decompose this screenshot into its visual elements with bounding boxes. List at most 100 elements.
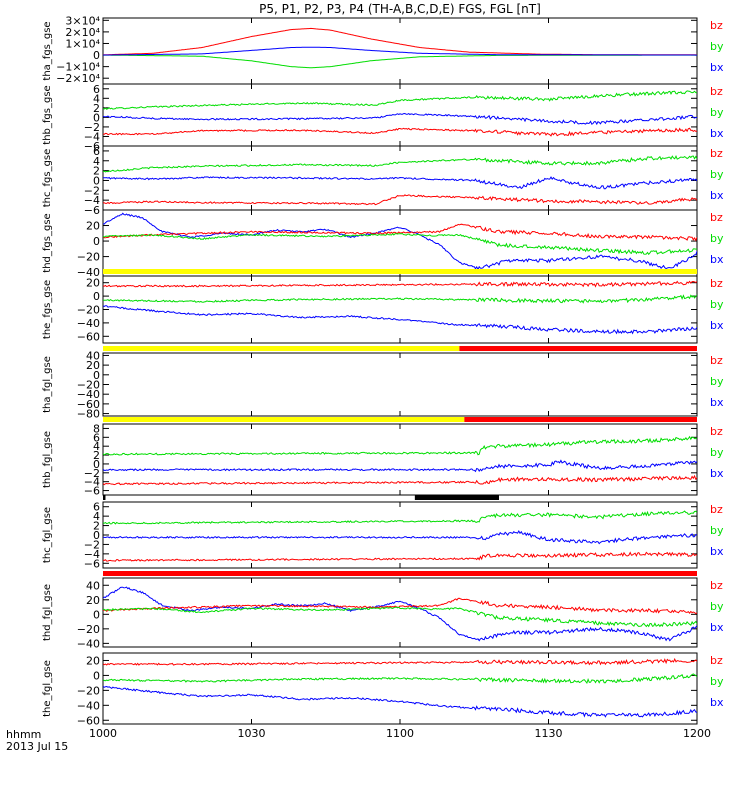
legend-by: by [710, 168, 724, 181]
legend-bz: bz [710, 354, 723, 367]
panel-9: 40 200 −20−40 thd_fgl_gse bz by bx [42, 571, 724, 650]
series-line-bz [103, 280, 697, 288]
legend-bx: bx [710, 545, 724, 558]
y-tick-label: 0 [93, 608, 100, 621]
series-line-bz [103, 27, 697, 56]
legend-bx: bx [710, 253, 724, 266]
status-bar-segment [459, 346, 697, 351]
series-line-bx [103, 586, 697, 642]
y-tick-label: −6 [84, 485, 100, 498]
y-tick-label: 2 [93, 449, 100, 462]
y-tick-label: −4 [84, 130, 100, 143]
legend-bz: bz [710, 19, 723, 32]
y-tick-label: 20 [86, 359, 100, 372]
status-bar-segment [103, 417, 465, 422]
legend-bx: bx [710, 396, 724, 409]
y-tick-label: 4 [93, 92, 100, 105]
series-line-by [103, 154, 697, 173]
y-axis-label: tha_fgl_gse [42, 356, 53, 413]
y-tick-label: 20 [86, 220, 100, 233]
series-group [103, 586, 697, 642]
y-tick-label: −6 [84, 204, 100, 217]
y-tick-label: −20 [77, 684, 100, 697]
y-tick-label: −60 [77, 398, 100, 411]
y-tick-label: 0 [93, 458, 100, 471]
y-tick-label: −40 [77, 317, 100, 330]
series-line-by [103, 54, 697, 69]
y-tick-label: −4 [84, 476, 100, 489]
series-line-bx [103, 46, 697, 56]
y-tick-label: 2 [93, 102, 100, 115]
y-tick-label: −20 [77, 379, 100, 392]
status-bar-segment [103, 571, 697, 576]
legend-bz: bz [710, 85, 723, 98]
y-tick-label: −2 [84, 184, 100, 197]
legend-bz: bz [710, 277, 723, 290]
y-tick-label: 2×10⁴ [65, 26, 100, 39]
y-tick-label: 0 [93, 174, 100, 187]
series-line-bx [103, 685, 697, 718]
y-tick-label: 0 [93, 669, 100, 682]
y-tick-label: 8 [93, 422, 100, 435]
series-group [103, 90, 697, 137]
legend-bz: bz [710, 579, 723, 592]
x-axis: 1000 1030 1100 1130 1200 [89, 727, 711, 740]
series-line-bx [103, 459, 697, 473]
series-line-by [103, 232, 697, 256]
y-tick-label: 6 [93, 145, 100, 158]
y-tick-label: −2 [84, 467, 100, 480]
y-tick-label: −20 [77, 304, 100, 317]
x-tick-label: 1030 [238, 727, 266, 740]
legend-by: by [710, 524, 724, 537]
y-tick-label: −20 [77, 623, 100, 636]
series-line-bz [103, 223, 697, 242]
legend-bx: bx [710, 61, 724, 74]
x-tick-label: 1100 [386, 727, 414, 740]
panel-frame [102, 352, 698, 417]
legend-bz: bz [710, 425, 723, 438]
series-line-by [103, 294, 697, 304]
series-line-bz [103, 127, 697, 137]
y-tick-label: −60 [77, 714, 100, 727]
x-tick-label: 1200 [683, 727, 711, 740]
legend-bx: bx [710, 319, 724, 332]
series-group [103, 154, 697, 206]
status-bar-segment [464, 417, 697, 422]
series-line-bz [103, 657, 697, 666]
y-tick-label: −80 [77, 408, 100, 421]
status-bar-segment [103, 495, 106, 500]
series-group [103, 27, 697, 69]
y-axis-label: thd_fgl_gse [42, 584, 53, 641]
series-group [103, 510, 697, 562]
panel-10: 20 0 −20 −40 −60 the_fgl_gse bz by bx [42, 652, 724, 727]
series-line-bx [103, 176, 697, 190]
y-axis-label: thc_fgl_gse [42, 507, 53, 563]
series-line-by [103, 90, 697, 110]
series-group [103, 657, 697, 718]
series-group [103, 435, 697, 486]
series-group [103, 280, 697, 335]
series-line-by [103, 510, 697, 525]
legend-by: by [710, 375, 724, 388]
y-tick-label: 0 [93, 529, 100, 542]
legend-by: by [710, 600, 724, 613]
series-line-by [103, 606, 697, 628]
legend-bx: bx [710, 696, 724, 709]
y-axis-label: the_fgl_gse [42, 660, 53, 717]
series-line-bz [103, 474, 697, 486]
y-tick-label: 6 [93, 431, 100, 444]
legend-by: by [710, 40, 724, 53]
y-tick-label: 3×10⁴ [65, 14, 100, 27]
y-tick-label: −40 [77, 266, 100, 279]
y-axis-label: tha_fgs_gse [42, 21, 53, 80]
legend-by: by [710, 446, 724, 459]
series-line-bx [103, 529, 697, 545]
legend-bz: bz [710, 211, 723, 224]
legend-bx: bx [710, 467, 724, 480]
y-tick-label: −2 [84, 121, 100, 134]
y-tick-label: 20 [86, 654, 100, 667]
y-tick-label: −40 [77, 388, 100, 401]
